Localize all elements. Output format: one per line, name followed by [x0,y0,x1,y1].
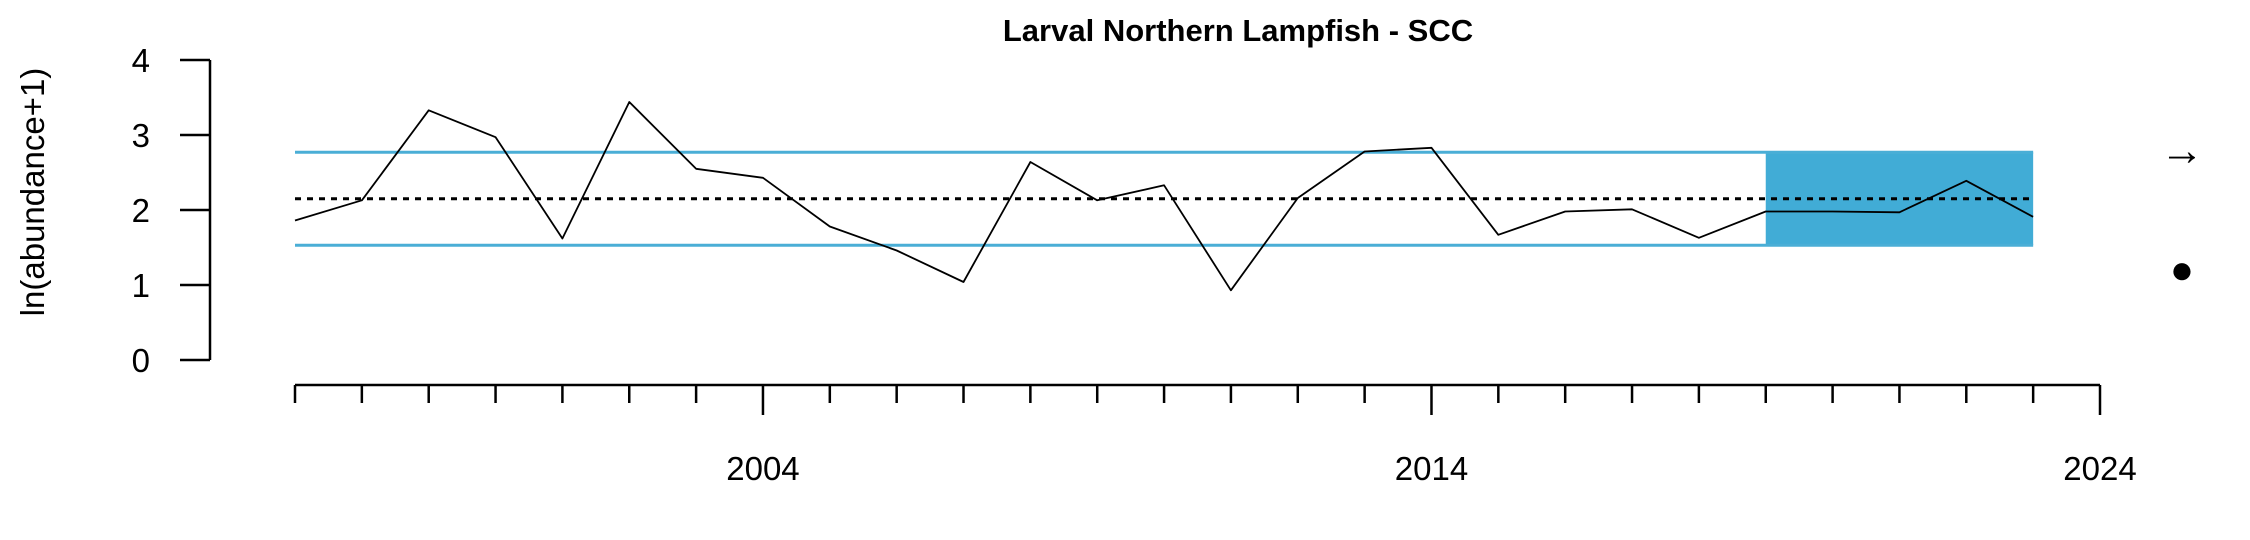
x-tick-label: 2024 [2063,450,2136,487]
y-tick-label: 0 [132,342,150,379]
y-tick-label: 2 [132,192,150,229]
x-tick-label: 2014 [1395,450,1468,487]
y-tick-label: 3 [132,117,150,154]
y-axis: 0 1 2 3 4 [132,42,212,379]
x-tick-label: 2004 [726,450,799,487]
y-axis-label: ln(abundance+1) [14,68,51,317]
chart-title: Larval Northern Lampfish - SCC [1003,13,1473,48]
series-lines [294,101,2034,292]
shaded-region [1765,152,2034,246]
y-tick-label: 4 [132,42,150,79]
mean-status-dot-icon: ● [2170,248,2194,292]
series-line [294,101,2034,292]
y-tick-label: 1 [132,267,150,304]
sd-bands [295,150,2034,247]
trend-arrow-icon: → [2160,126,2204,175]
x-axis: 2004 2014 2024 [293,383,2137,487]
recent-period-shading [1765,152,2034,246]
